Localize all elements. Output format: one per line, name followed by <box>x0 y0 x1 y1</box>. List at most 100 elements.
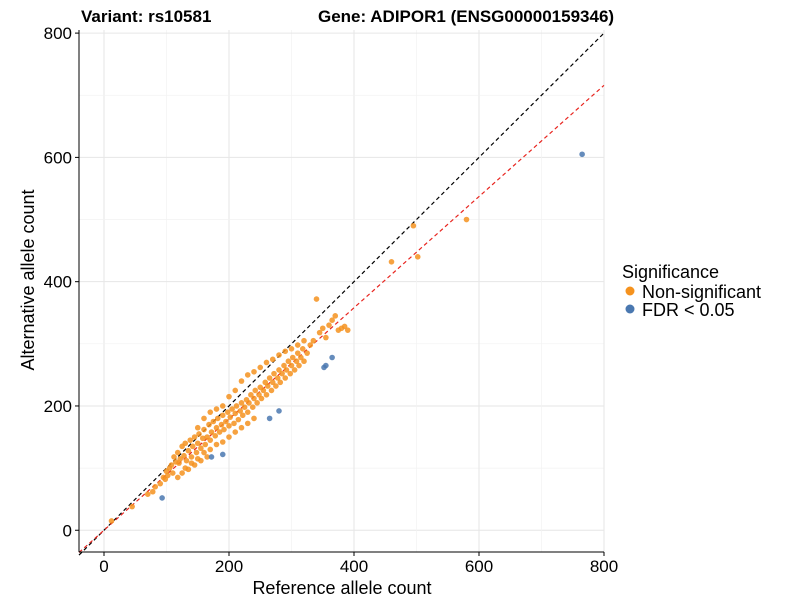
data-point-non-significant <box>282 348 289 355</box>
legend-label-fdr: FDR < 0.05 <box>642 300 735 320</box>
data-point-non-significant <box>233 403 240 409</box>
data-point-non-significant <box>152 483 159 490</box>
data-point-non-significant <box>258 395 265 402</box>
data-point-non-significant <box>244 372 251 378</box>
axes: 0 200 400 600 800 0 200 400 600 800 <box>44 24 619 576</box>
data-point-non-significant <box>231 420 237 427</box>
data-point-non-significant <box>149 488 156 495</box>
data-point-non-significant <box>129 503 135 510</box>
data-point-non-significant <box>213 406 220 412</box>
data-point-non-significant <box>248 391 254 398</box>
data-point-non-significant <box>108 518 115 524</box>
data-point-non-significant <box>207 437 214 443</box>
data-point-non-significant <box>239 412 246 419</box>
data-point-non-significant <box>213 424 220 431</box>
y-tick-label: 600 <box>44 148 72 167</box>
data-point-non-significant <box>232 429 239 435</box>
data-point-non-significant <box>238 424 245 431</box>
data-point-non-significant <box>144 491 151 498</box>
data-point-non-significant <box>281 362 287 369</box>
y-tick-label: 400 <box>44 273 72 292</box>
data-point-non-significant <box>194 440 201 447</box>
data-point-non-significant <box>254 400 260 406</box>
x-tick-label: 0 <box>99 557 108 576</box>
data-point-non-significant <box>252 387 259 394</box>
data-point-non-significant <box>283 367 290 373</box>
x-tick-label: 200 <box>215 557 243 576</box>
data-point-non-significant <box>207 446 214 453</box>
data-point-non-significant <box>201 415 207 422</box>
data-point-non-significant <box>223 418 229 425</box>
data-point-non-significant <box>174 449 181 456</box>
data-point-non-significant <box>226 434 232 440</box>
data-point-non-significant <box>288 362 295 369</box>
data-point-fdr-0-05 <box>159 495 165 501</box>
data-point-non-significant <box>276 367 282 373</box>
data-point-non-significant <box>174 474 181 481</box>
x-tick-label: 800 <box>590 557 618 576</box>
data-point-non-significant <box>263 391 270 398</box>
reference-lines <box>78 32 605 556</box>
y-tick-label: 0 <box>63 521 72 540</box>
data-point-non-significant <box>201 426 207 433</box>
x-axis-label: Reference allele count <box>252 578 431 598</box>
data-point-non-significant <box>298 354 304 361</box>
data-point-non-significant <box>463 216 470 223</box>
reference-line-identity <box>78 32 605 556</box>
data-point-non-significant <box>251 395 257 402</box>
data-point-non-significant <box>332 313 339 319</box>
data-point-non-significant <box>316 329 323 336</box>
data-point-non-significant <box>241 404 248 411</box>
data-point-non-significant <box>169 470 176 476</box>
data-point-non-significant <box>185 447 192 454</box>
data-point-non-significant <box>301 337 307 344</box>
data-point-non-significant <box>229 406 235 412</box>
data-point-non-significant <box>301 358 307 365</box>
data-point-non-significant <box>177 455 184 462</box>
data-point-non-significant <box>201 449 207 456</box>
data-point-non-significant <box>221 426 227 433</box>
y-tick-label: 800 <box>44 24 72 43</box>
data-point-non-significant <box>289 354 296 361</box>
grid-lines <box>79 30 605 552</box>
data-point-non-significant <box>164 472 171 479</box>
data-point-non-significant <box>273 383 279 389</box>
data-point-non-significant <box>285 358 292 365</box>
data-point-non-significant <box>319 325 326 332</box>
data-point-non-significant <box>179 470 185 476</box>
chart-title-gene: Gene: ADIPOR1 (ENSG00000159346) <box>318 7 614 26</box>
data-point-non-significant <box>212 432 219 439</box>
data-point-non-significant <box>194 424 201 431</box>
data-point-non-significant <box>276 352 282 358</box>
data-point-non-significant <box>232 387 239 394</box>
data-point-non-significant <box>235 416 242 423</box>
data-point-non-significant <box>216 429 223 435</box>
data-point-non-significant <box>294 342 301 348</box>
data-point-non-significant <box>296 362 302 369</box>
data-point-non-significant <box>264 383 271 389</box>
data-point-non-significant <box>189 443 196 450</box>
data-point-non-significant <box>219 403 226 409</box>
legend-title: Significance <box>622 262 719 282</box>
data-point-non-significant <box>288 345 295 352</box>
data-point-non-significant <box>207 409 214 415</box>
data-point-non-significant <box>410 222 417 229</box>
legend-key-fdr <box>625 304 635 314</box>
legend-key-non-significant <box>625 286 635 296</box>
data-point-fdr-0-05 <box>266 415 273 422</box>
data-point-non-significant <box>188 454 195 460</box>
data-point-non-significant <box>193 449 200 456</box>
data-point-non-significant <box>232 410 239 417</box>
data-point-non-significant <box>168 462 175 468</box>
data-point-non-significant <box>294 350 301 356</box>
data-point-non-significant <box>313 296 320 302</box>
data-point-non-significant <box>326 322 332 328</box>
legend-label-non-significant: Non-significant <box>642 282 761 302</box>
data-point-non-significant <box>171 454 177 460</box>
data-point-non-significant <box>307 342 314 348</box>
data-point-non-significant <box>238 400 245 406</box>
data-point-non-significant <box>341 323 348 330</box>
data-point-non-significant <box>251 415 257 422</box>
data-point-non-significant <box>257 364 264 371</box>
